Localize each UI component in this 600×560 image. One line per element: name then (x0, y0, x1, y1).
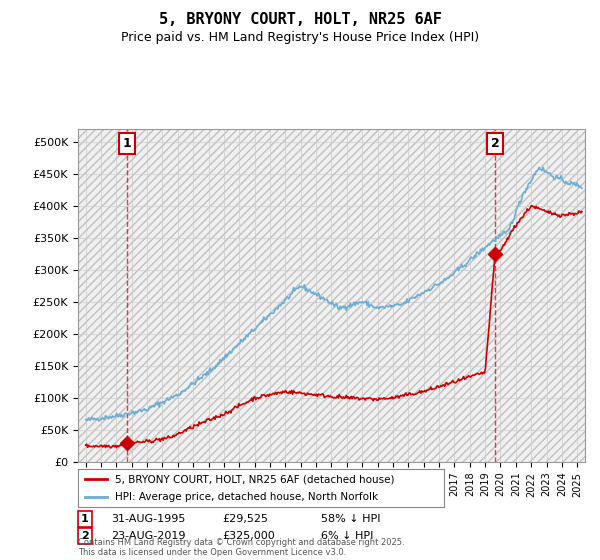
Text: 1: 1 (122, 137, 131, 150)
Text: £29,525: £29,525 (222, 514, 268, 524)
Text: 5, BRYONY COURT, HOLT, NR25 6AF (detached house): 5, BRYONY COURT, HOLT, NR25 6AF (detache… (115, 474, 394, 484)
Bar (78, 129, 585, 462)
Text: 1: 1 (81, 514, 89, 524)
Text: 2: 2 (81, 531, 89, 541)
Text: HPI: Average price, detached house, North Norfolk: HPI: Average price, detached house, Nort… (115, 492, 378, 502)
Text: 31-AUG-1995: 31-AUG-1995 (111, 514, 185, 524)
Text: 2: 2 (491, 137, 499, 150)
Text: 23-AUG-2019: 23-AUG-2019 (111, 531, 185, 541)
Text: £325,000: £325,000 (222, 531, 275, 541)
Text: Price paid vs. HM Land Registry's House Price Index (HPI): Price paid vs. HM Land Registry's House … (121, 31, 479, 44)
Text: 58% ↓ HPI: 58% ↓ HPI (321, 514, 380, 524)
Text: 6% ↓ HPI: 6% ↓ HPI (321, 531, 373, 541)
Text: Contains HM Land Registry data © Crown copyright and database right 2025.
This d: Contains HM Land Registry data © Crown c… (78, 538, 404, 557)
Text: 5, BRYONY COURT, HOLT, NR25 6AF: 5, BRYONY COURT, HOLT, NR25 6AF (158, 12, 442, 27)
